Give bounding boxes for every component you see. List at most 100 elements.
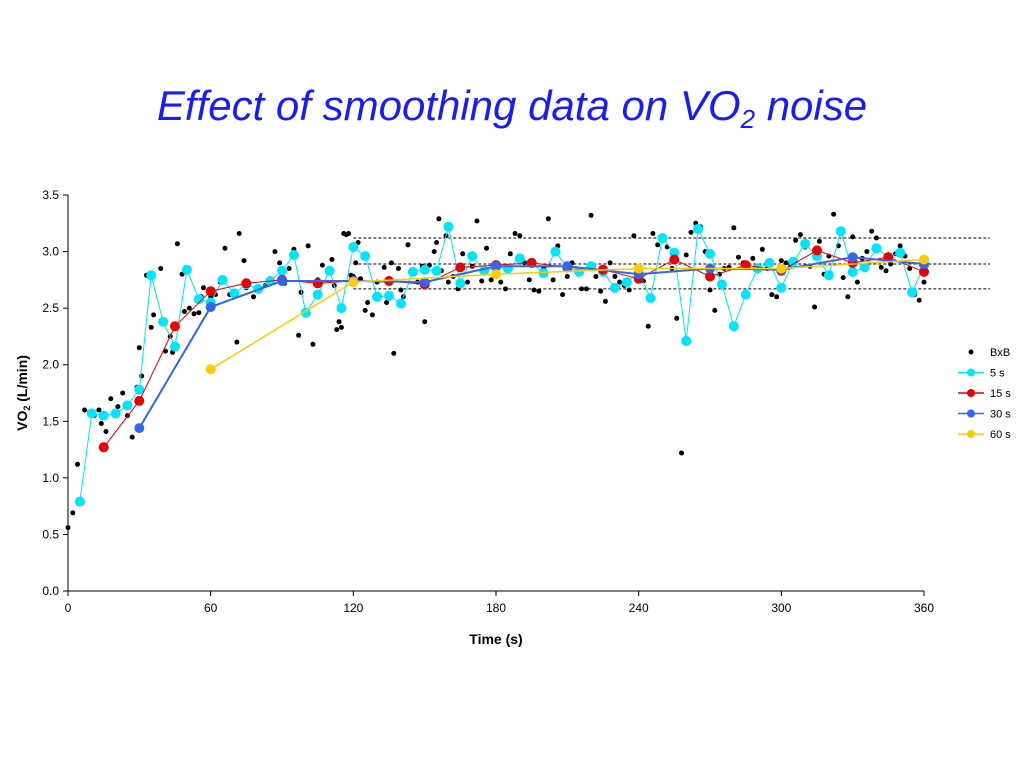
data-point	[455, 278, 466, 289]
data-point	[372, 291, 383, 302]
data-point	[277, 265, 287, 276]
data-point	[277, 276, 287, 286]
data-point	[897, 243, 903, 249]
data-point	[74, 496, 85, 507]
data-point	[460, 251, 466, 257]
data-point	[407, 266, 418, 277]
data-point	[740, 289, 751, 300]
data-point	[633, 263, 644, 274]
data-point	[850, 234, 856, 240]
data-point	[336, 303, 347, 314]
data-point	[579, 286, 585, 292]
data-point	[847, 266, 858, 277]
data-point	[170, 321, 180, 332]
data-point	[384, 290, 394, 301]
data-point	[776, 263, 787, 274]
data-point	[655, 242, 661, 248]
data-point	[96, 407, 102, 413]
data-point	[108, 396, 114, 402]
data-point	[688, 229, 694, 235]
legend-marker	[967, 389, 975, 397]
data-point	[348, 277, 359, 288]
data-point	[388, 260, 394, 266]
data-point	[847, 252, 858, 263]
data-point	[831, 211, 837, 217]
legend-label: 30 s	[990, 409, 1011, 421]
data-point	[362, 307, 368, 313]
data-point	[681, 336, 692, 346]
data-point	[731, 225, 737, 231]
data-point	[365, 300, 371, 305]
legend-marker	[967, 409, 975, 418]
x-tick-label: 120	[343, 601, 363, 615]
data-point	[286, 266, 292, 271]
data-point	[491, 269, 501, 280]
data-point	[241, 258, 247, 264]
data-point	[645, 323, 651, 329]
data-point	[324, 265, 335, 276]
series-s60	[205, 254, 929, 375]
x-tick-label: 180	[486, 601, 506, 615]
data-point	[98, 442, 109, 453]
data-point	[835, 226, 846, 237]
data-point	[419, 264, 430, 275]
legend-label: 5 s	[990, 368, 1005, 380]
y-tick-label: 2.0	[42, 358, 59, 372]
y-tick-label: 1.0	[42, 471, 59, 485]
data-point	[234, 339, 240, 345]
data-point	[536, 288, 542, 294]
data-point	[346, 231, 352, 236]
data-point	[296, 332, 302, 338]
data-point	[205, 302, 216, 312]
data-point	[921, 279, 927, 285]
data-point	[776, 282, 787, 293]
data-point	[778, 258, 784, 264]
data-point	[617, 279, 623, 285]
data-point	[705, 248, 715, 259]
data-point	[560, 292, 566, 298]
x-tick-label: 300	[771, 601, 791, 615]
data-point	[531, 287, 537, 293]
series-s5	[74, 221, 929, 507]
data-point	[512, 231, 518, 236]
legend-label: 60 s	[990, 429, 1011, 441]
data-point	[683, 252, 689, 258]
data-point	[443, 221, 454, 232]
data-point	[455, 262, 466, 273]
data-point	[205, 286, 216, 297]
x-tick-label: 60	[204, 601, 218, 615]
data-point	[398, 287, 404, 293]
data-point	[895, 247, 906, 258]
data-point	[907, 287, 918, 298]
data-point	[612, 274, 618, 279]
data-point	[445, 279, 451, 285]
data-point	[151, 312, 157, 318]
data-point	[310, 341, 316, 347]
legend: BxB 5 s 15 s 30 s 60 s	[958, 347, 1011, 441]
data-point	[609, 282, 620, 293]
data-point	[136, 345, 142, 351]
legend-label: 15 s	[990, 388, 1011, 400]
legend-item: 60 s	[958, 429, 1011, 441]
data-point	[422, 319, 428, 325]
data-point	[859, 262, 870, 273]
data-point	[193, 294, 204, 305]
y-tick-label: 0.5	[42, 527, 59, 541]
data-point	[526, 277, 532, 283]
data-point	[186, 305, 192, 311]
data-point	[650, 231, 656, 236]
data-point	[129, 434, 135, 440]
legend-marker	[967, 430, 975, 438]
slide-title-subscript: 2	[740, 104, 756, 134]
data-point	[907, 266, 913, 271]
data-point	[916, 297, 922, 303]
y-tick-label: 0.0	[42, 584, 59, 598]
data-point	[626, 287, 632, 293]
data-point	[396, 266, 401, 271]
data-point	[288, 250, 299, 260]
data-point	[864, 249, 870, 255]
x-tick-labels: 0 60 120 180 240 300 360	[65, 591, 934, 615]
x-axis-title: Time (s)	[469, 631, 522, 647]
data-point	[305, 243, 311, 249]
data-point	[705, 271, 715, 282]
